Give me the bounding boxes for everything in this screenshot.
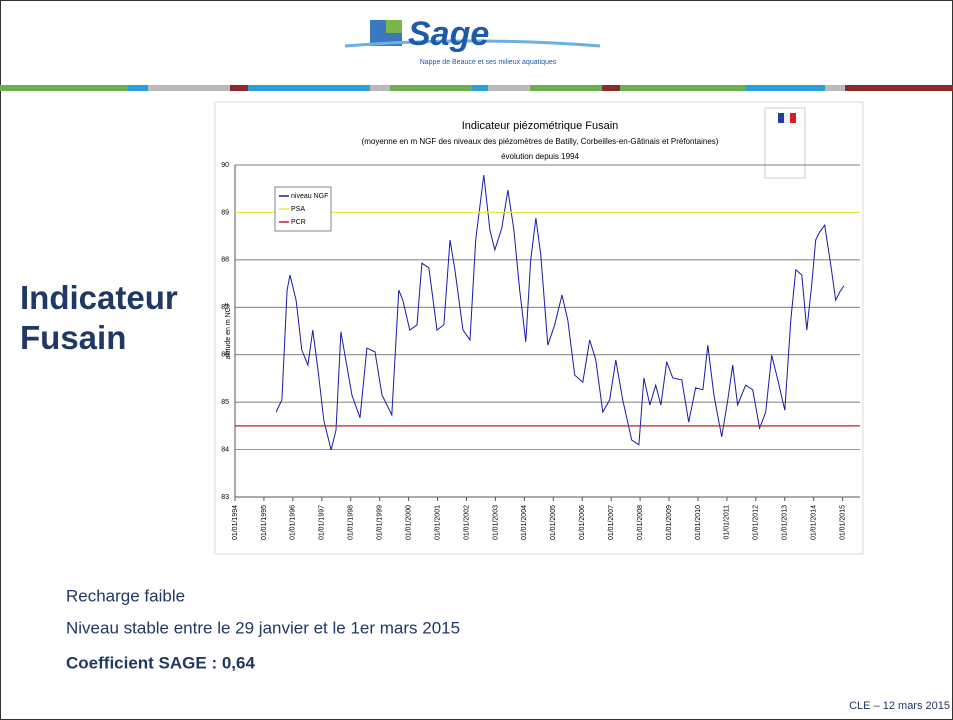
x-tick-label: 01/01/2010 <box>695 505 702 540</box>
ministry-logo <box>764 107 806 179</box>
y-tick-label: 83 <box>221 494 229 501</box>
x-tick-label: 01/01/2006 <box>579 505 586 540</box>
x-tick-label: 01/01/2001 <box>434 505 441 540</box>
logo-icon <box>386 20 402 33</box>
x-tick-label: 01/01/2003 <box>492 505 499 540</box>
y-tick-label: 89 <box>221 209 229 216</box>
note: Niveau stable entre le 29 janvier et le … <box>66 618 460 637</box>
y-tick-label: 90 <box>221 162 229 169</box>
x-tick-label: 01/01/2014 <box>811 505 818 540</box>
legend-label: PSA <box>291 206 305 213</box>
x-tick-label: 01/01/2002 <box>463 505 470 540</box>
y-tick-label: 88 <box>221 257 229 264</box>
flag <box>784 113 790 123</box>
chart-title: Indicateur piézométrique Fusain <box>462 120 619 132</box>
slide-title: Indicateur Fusain <box>20 279 178 356</box>
flag <box>790 113 796 123</box>
x-tick-label: 01/01/2009 <box>666 505 673 540</box>
x-tick-label: 01/01/2007 <box>608 505 615 540</box>
x-tick-label: 01/01/1998 <box>348 505 355 540</box>
x-tick-label: 01/01/1994 <box>232 505 239 540</box>
x-tick-label: 01/01/2013 <box>782 505 789 540</box>
legend-label: PCR <box>291 219 306 226</box>
x-tick-label: 01/01/1996 <box>290 505 297 540</box>
x-tick-label: 01/01/1995 <box>261 505 268 540</box>
flag <box>778 113 784 123</box>
y-tick-label: 86 <box>221 352 229 359</box>
chart-subtitle: (moyenne en m NGF des niveaux des piézom… <box>362 137 719 146</box>
x-tick-label: 01/01/1997 <box>319 505 326 540</box>
x-tick-label: 01/01/2011 <box>724 505 731 540</box>
series-line <box>275 174 845 451</box>
logo-wave <box>344 39 601 48</box>
x-tick-label: 01/01/2005 <box>550 505 557 540</box>
slide-title-line: Indicateur <box>20 279 178 316</box>
coefficient: Coefficient SAGE : 0,64 <box>66 653 255 672</box>
y-tick-label: 85 <box>221 399 229 406</box>
y-tick-label: 87 <box>221 304 229 311</box>
y-axis-label: altitude en m NGF <box>225 303 232 360</box>
x-tick-label: 01/01/2000 <box>405 505 412 540</box>
slide-title-line: Fusain <box>20 319 126 356</box>
chart-subtitle: évolution depuis 1994 <box>501 152 579 161</box>
x-tick-label: 01/01/2012 <box>753 505 760 540</box>
header-stripe <box>0 85 953 91</box>
y-tick-label: 84 <box>221 446 229 453</box>
legend-label: niveau NGF <box>291 193 328 200</box>
note: Recharge faible <box>66 586 185 605</box>
x-tick-label: 01/01/2004 <box>521 505 528 540</box>
plot: 83 84 85 86 87 88 89 90 01/01/1994 01/01/1995 01/0… <box>221 162 860 540</box>
x-tick-label: 01/01/2008 <box>637 505 644 540</box>
x-tick-label: 01/01/1999 <box>377 505 384 540</box>
x-tick-label: 01/01/2015 <box>839 505 846 540</box>
logo-tagline: Nappe de Beauce et ses milieux aquatique… <box>420 59 557 66</box>
chart-frame <box>214 101 864 555</box>
footer: CLE – 12 mars 2015 <box>849 700 950 712</box>
logo-text: Sage <box>408 15 489 53</box>
